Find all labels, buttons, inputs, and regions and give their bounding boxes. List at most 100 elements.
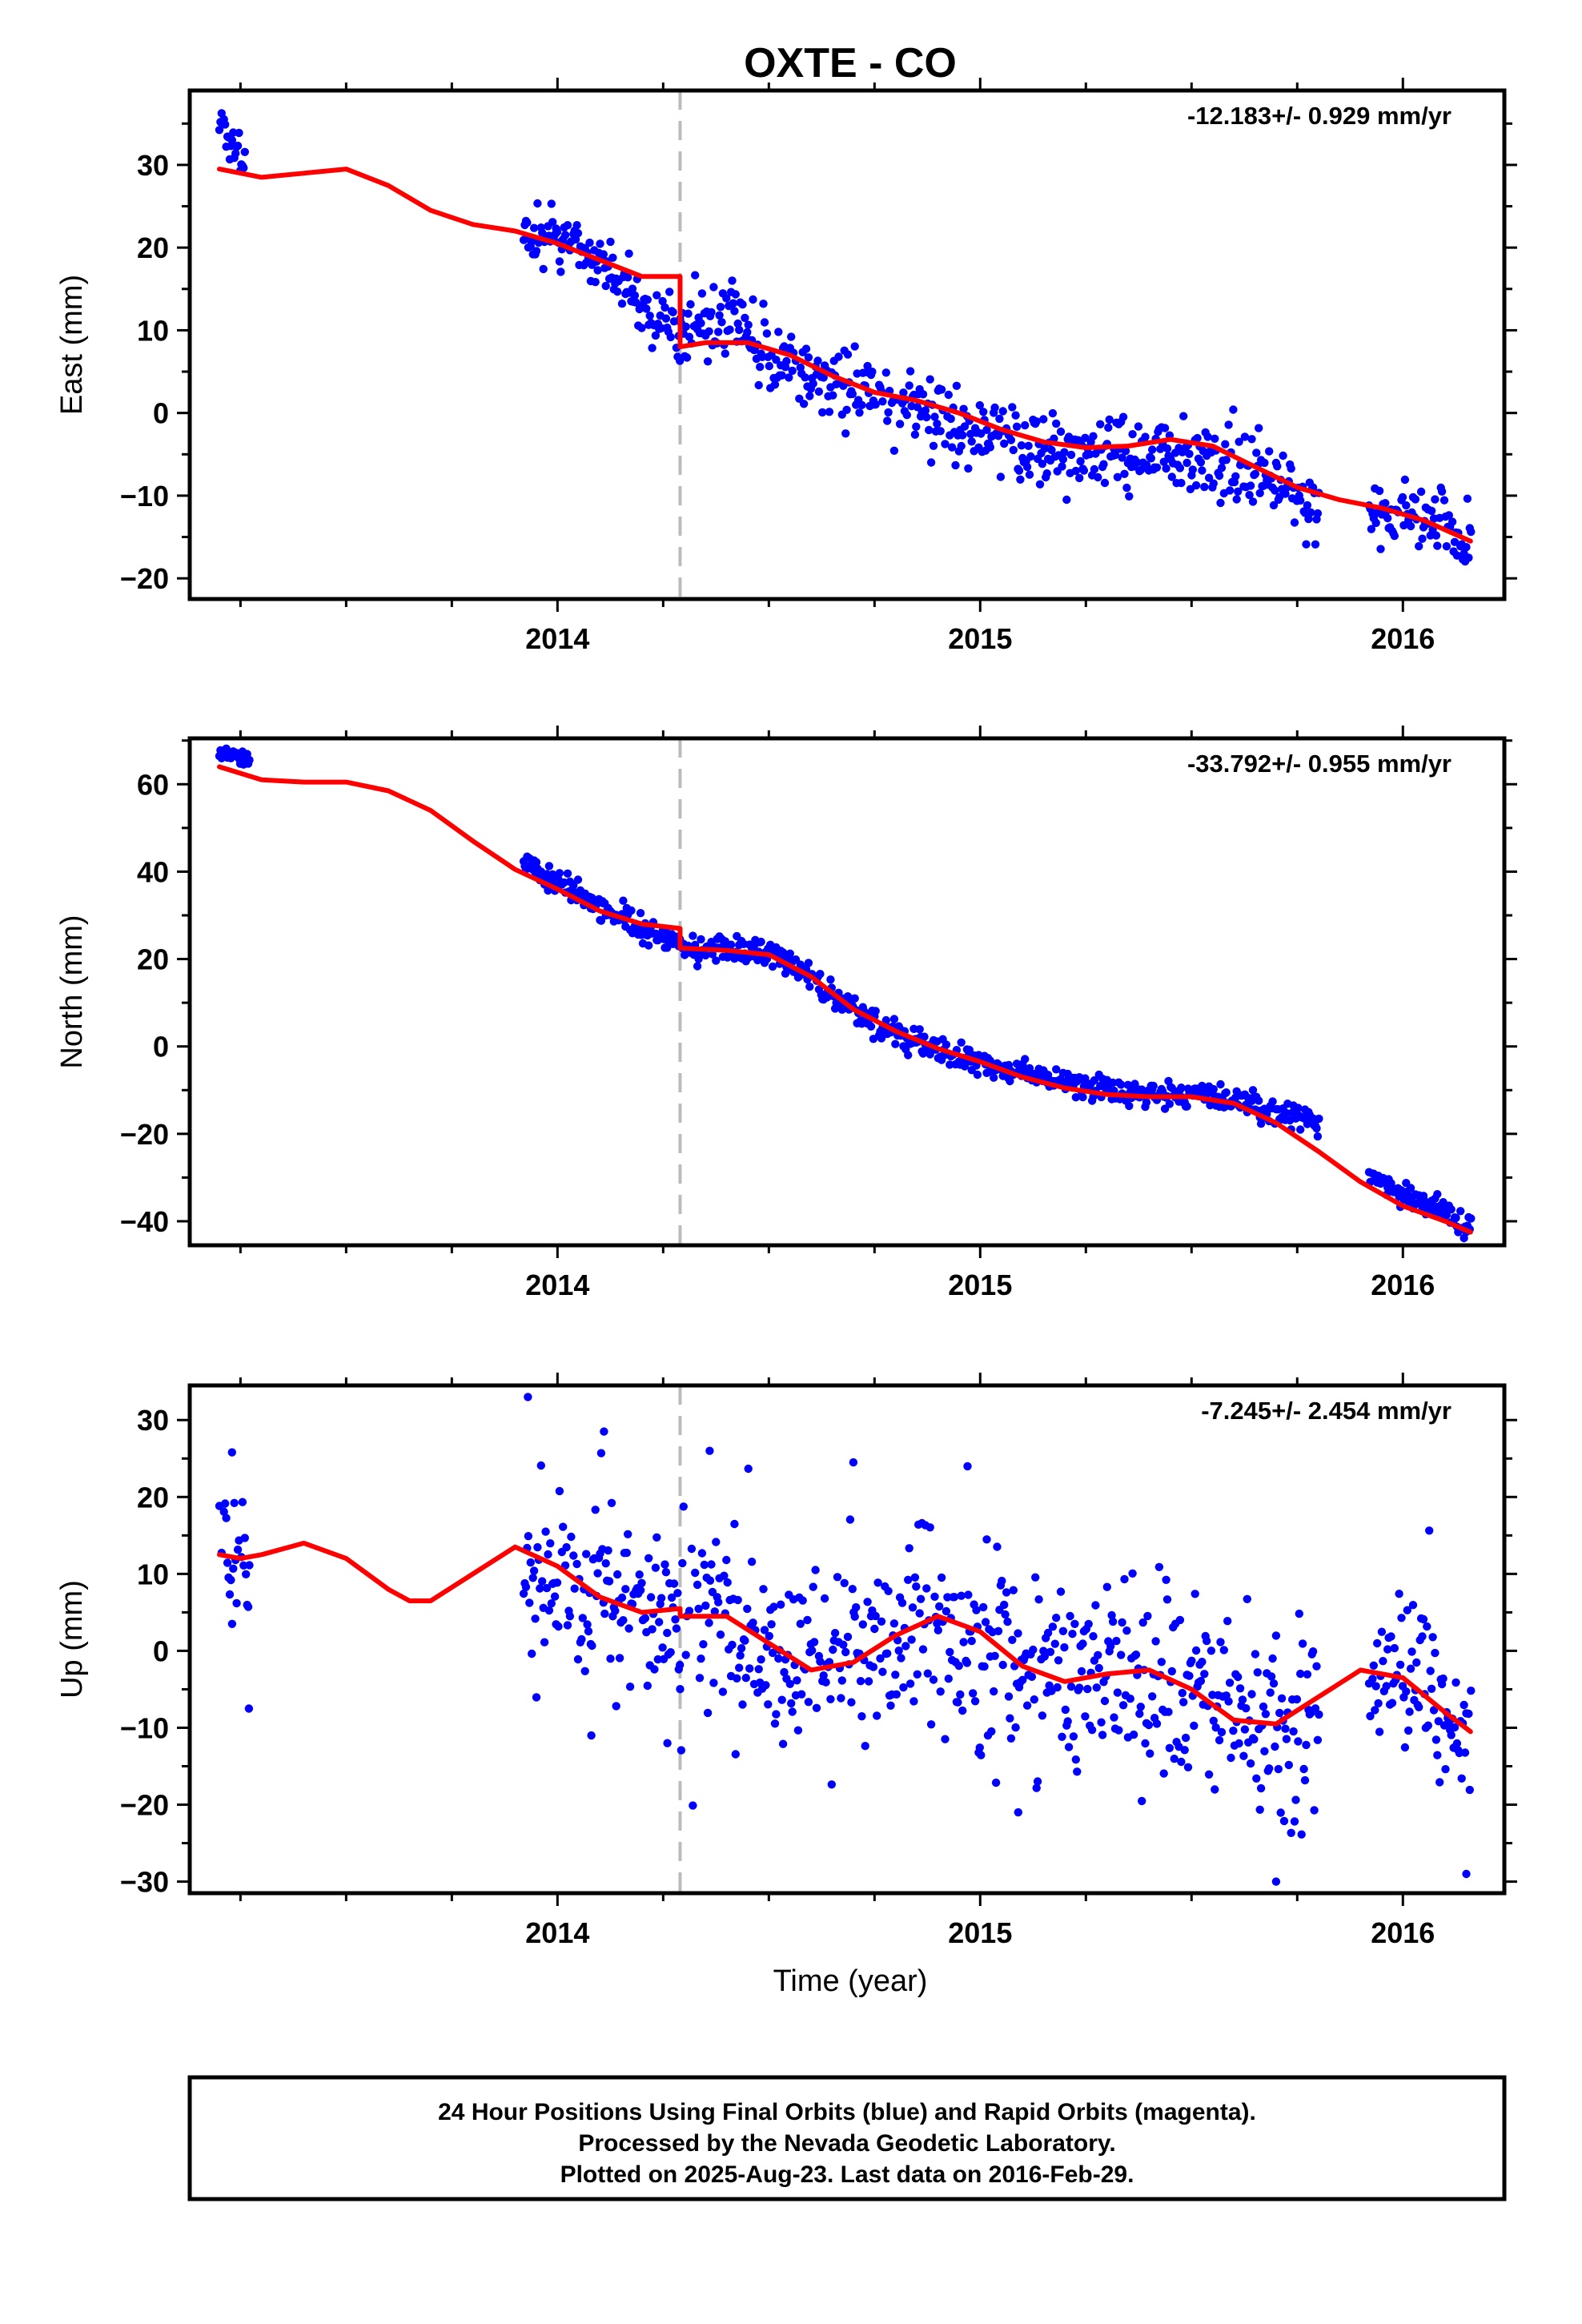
caption-box: 24 Hour Positions Using Final Orbits (bl… (187, 2075, 1507, 2201)
data-point (722, 1555, 731, 1565)
data-point (1066, 1611, 1074, 1621)
data-point (705, 327, 713, 336)
data-point (1118, 453, 1126, 462)
data-point (1022, 1701, 1032, 1710)
data-point (644, 941, 653, 950)
data-point (1441, 1765, 1450, 1774)
data-point (902, 411, 912, 420)
data-point (857, 1712, 866, 1721)
data-point (1081, 433, 1090, 442)
data-point (652, 291, 661, 300)
data-point (1033, 1777, 1042, 1786)
data-point (1011, 411, 1020, 420)
data-point (1182, 458, 1191, 468)
data-point (996, 472, 1006, 481)
data-point (821, 1678, 830, 1687)
data-point (1006, 1714, 1014, 1723)
data-point (1295, 1609, 1304, 1618)
data-point (240, 1534, 249, 1542)
data-point (1120, 469, 1129, 478)
data-point (1428, 1633, 1437, 1642)
data-point (956, 1690, 965, 1699)
data-point (1177, 1084, 1186, 1092)
data-point (1402, 1687, 1411, 1696)
data-point (528, 1574, 537, 1582)
data-point (793, 1676, 801, 1685)
x-axis-label: Time (year) (773, 1964, 928, 1998)
data-point (892, 1690, 901, 1699)
data-point (1034, 1595, 1043, 1604)
data-point (532, 1693, 541, 1702)
data-point (726, 940, 736, 949)
data-point (905, 367, 915, 376)
data-point (533, 199, 542, 208)
data-point (889, 1015, 899, 1023)
data-point (858, 1620, 868, 1629)
data-point (730, 307, 739, 316)
y-tick-label: −20 (120, 1118, 169, 1151)
data-point (1134, 422, 1143, 431)
data-point (1138, 1796, 1146, 1806)
data-point (910, 1573, 920, 1582)
data-point (863, 1598, 872, 1606)
data-point (643, 1681, 652, 1691)
data-point (801, 344, 811, 353)
data-point (1415, 541, 1423, 551)
data-point (604, 1577, 614, 1586)
data-point (728, 276, 737, 285)
data-point (611, 1606, 620, 1615)
data-point (809, 379, 817, 388)
data-point (1268, 1097, 1277, 1106)
data-point (801, 373, 809, 382)
plot-frame (187, 88, 1507, 601)
data-point (1433, 541, 1442, 550)
y-tick-label: 0 (153, 397, 169, 430)
data-point (1039, 415, 1048, 424)
data-point (567, 1532, 576, 1542)
data-point (816, 970, 825, 979)
data-point (1371, 518, 1380, 528)
data-point (1296, 1669, 1305, 1679)
data-point (1000, 1600, 1009, 1610)
data-point (1012, 422, 1022, 431)
data-point (768, 962, 777, 971)
data-point (1463, 494, 1472, 503)
x-tick-label: 2014 (525, 1916, 589, 1949)
data-point (868, 368, 877, 376)
data-point (547, 199, 556, 208)
data-point (242, 1570, 251, 1579)
data-point (1021, 1055, 1030, 1063)
data-point (728, 1640, 737, 1650)
data-point (681, 1651, 690, 1659)
data-point (735, 325, 744, 335)
data-point (1406, 521, 1415, 531)
data-point (826, 1695, 835, 1703)
rate-label: -12.183+/- 0.929 mm/yr (1187, 102, 1452, 130)
data-point (600, 1609, 609, 1618)
data-point (695, 1674, 705, 1683)
data-point (963, 1462, 972, 1471)
data-point (1291, 1795, 1300, 1804)
data-point (1009, 445, 1018, 455)
data-point (803, 1615, 812, 1625)
data-point (593, 1569, 602, 1578)
data-point (759, 1585, 768, 1594)
data-point (1064, 1743, 1074, 1751)
data-point (244, 1704, 254, 1713)
data-point (1373, 1638, 1382, 1648)
data-point (1001, 1610, 1010, 1619)
data-point (1252, 1774, 1261, 1783)
data-point (1170, 1755, 1178, 1763)
data-point (717, 318, 726, 327)
data-point (1307, 508, 1315, 517)
data-point (1450, 537, 1460, 546)
data-point (1087, 1726, 1097, 1735)
data-point (796, 1619, 805, 1628)
data-point (873, 1578, 882, 1587)
data-point (1273, 462, 1282, 471)
data-point (1073, 1767, 1082, 1776)
data-point (235, 128, 243, 138)
data-point (1390, 532, 1399, 541)
data-point (871, 1611, 880, 1621)
data-point (1290, 1817, 1299, 1826)
